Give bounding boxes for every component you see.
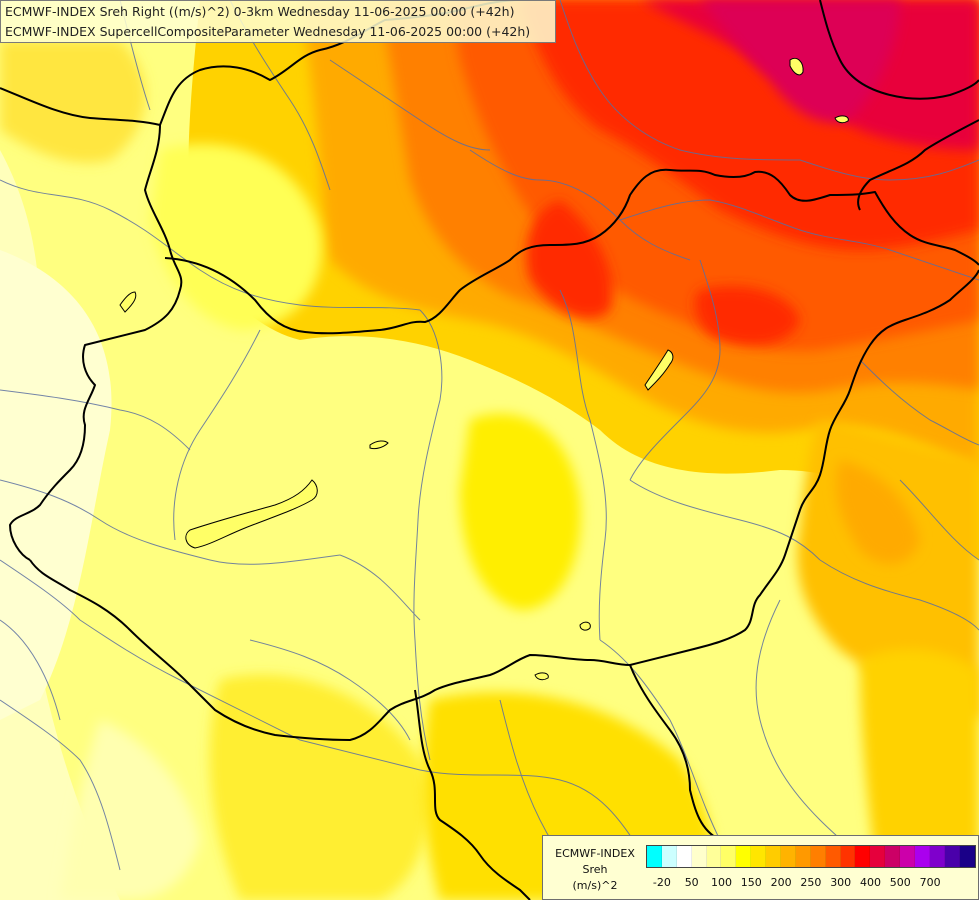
- legend-swatch: [766, 846, 782, 867]
- lake-small-4: [534, 672, 549, 681]
- legend-swatch: [795, 846, 811, 867]
- legend-unit: (m/s)^2: [572, 879, 618, 892]
- legend-ticks: -20 50 100 150 200 250 300 400 500 700: [646, 876, 966, 890]
- lake-small-1: [369, 440, 389, 450]
- legend-swatch: [915, 846, 930, 867]
- legend-swatch: [959, 846, 975, 867]
- legend-swatch: [885, 846, 901, 867]
- legend-label: ECMWF-INDEX Sreh (m/s)^2: [543, 846, 647, 894]
- legend-swatch: [900, 846, 916, 867]
- legend-tick-label: 150: [740, 876, 762, 889]
- legend-swatches: [646, 845, 976, 868]
- legend-swatch: [840, 846, 856, 867]
- legend-tick-label: 700: [919, 876, 941, 889]
- lake-small-6: [834, 115, 849, 124]
- legend-tick-label: 300: [830, 876, 852, 889]
- lake-neusiedl: [119, 291, 137, 313]
- map-title-box: ECMWF-INDEX Sreh Right ((m/s)^2) 0-3km W…: [0, 0, 556, 43]
- lake-small-2: [644, 349, 674, 391]
- title-line-2: ECMWF-INDEX SupercellCompositeParameter …: [5, 24, 531, 39]
- lakes: [119, 57, 849, 681]
- legend-swatch: [676, 846, 692, 867]
- title-line-1: ECMWF-INDEX Sreh Right ((m/s)^2) 0-3km W…: [5, 4, 515, 19]
- color-legend: ECMWF-INDEX Sreh (m/s)^2 -20 50 100 150 200 2…: [542, 835, 979, 900]
- lake-balaton: [185, 479, 318, 549]
- legend-swatch: [721, 846, 737, 867]
- legend-swatch: [751, 846, 767, 867]
- legend-tick-label: 100: [711, 876, 732, 889]
- legend-swatch: [781, 846, 796, 867]
- legend-tick-label: 200: [770, 876, 792, 889]
- legend-swatch: [647, 846, 662, 867]
- legend-tick-label: 400: [860, 876, 881, 889]
- lake-small-5: [789, 57, 804, 76]
- legend-tick-label: 250: [800, 876, 822, 889]
- legend-swatch: [661, 846, 677, 867]
- legend-swatch: [944, 846, 960, 867]
- legend-swatch: [691, 846, 707, 867]
- legend-tick-label: -20: [652, 876, 671, 889]
- legend-param: Sreh: [582, 863, 608, 876]
- legend-swatch: [870, 846, 886, 867]
- legend-tick-label: 500: [889, 876, 911, 889]
- lake-small-3: [579, 621, 591, 631]
- legend-swatch: [736, 846, 752, 867]
- legend-tick-label: 50: [684, 876, 699, 889]
- legend-model: ECMWF-INDEX: [555, 847, 635, 860]
- legend-swatch: [855, 846, 871, 867]
- legend-swatch: [706, 846, 722, 867]
- legend-swatch: [825, 846, 841, 867]
- legend-swatch: [810, 846, 826, 867]
- legend-swatch: [929, 846, 945, 867]
